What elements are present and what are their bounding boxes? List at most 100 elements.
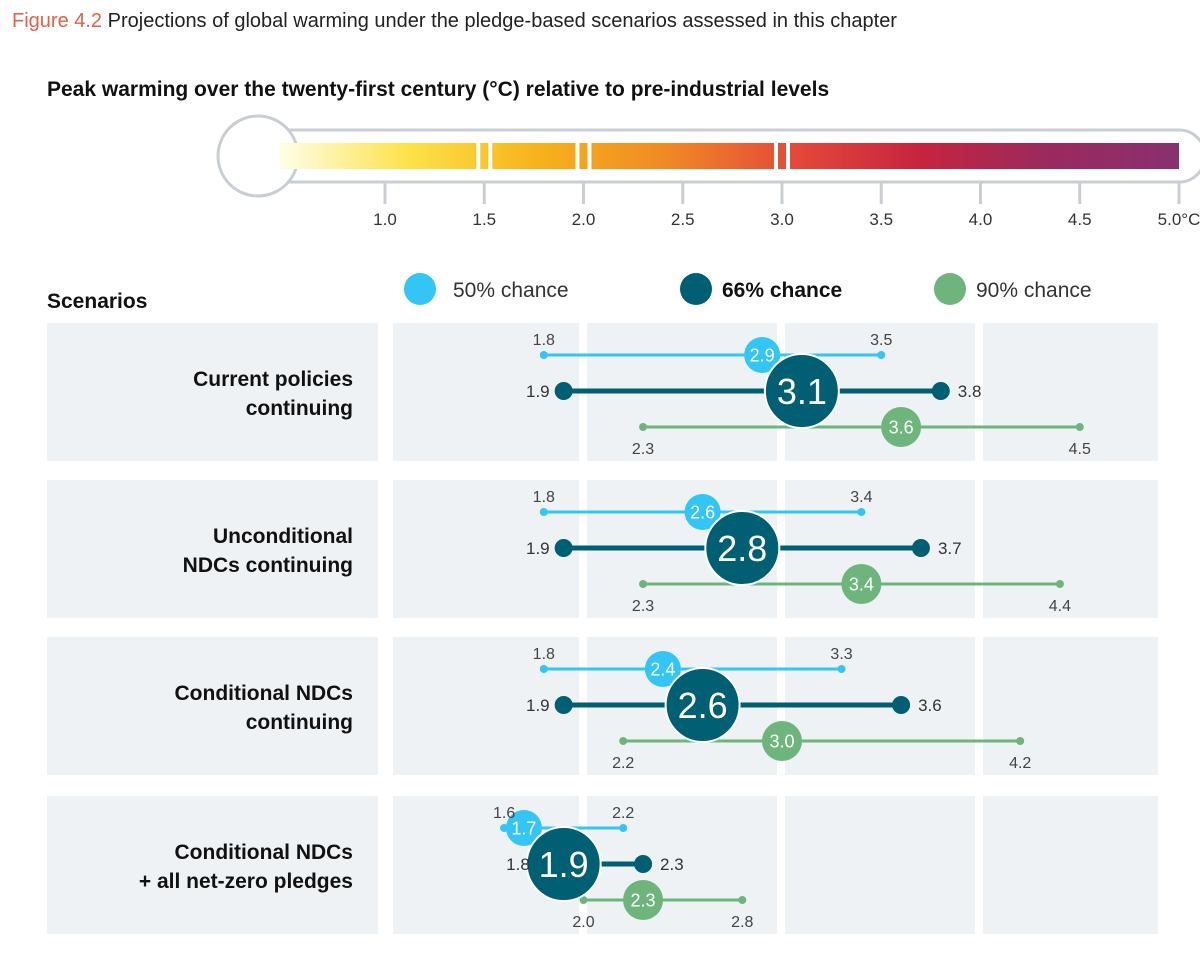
thermometer-tick-label: 4.0 xyxy=(969,210,993,229)
low-label-p90: 2.3 xyxy=(632,598,654,615)
panel-cell xyxy=(393,480,579,618)
range-high-dot-p50 xyxy=(619,824,628,832)
thermometer-separator xyxy=(488,143,493,169)
thermometer: 1.0 1.5 2.0 2.5 3.0 3.5 4.0 4.5 5.0°C xyxy=(216,114,1200,229)
thermometer-separator xyxy=(575,143,580,169)
low-label-p90: 2.0 xyxy=(572,914,594,931)
high-label-p50: 2.2 xyxy=(612,805,634,822)
low-label-p90: 2.2 xyxy=(612,755,634,772)
panel-cell xyxy=(983,637,1158,775)
high-label-p66: 3.8 xyxy=(958,382,982,401)
high-label-p66: 3.6 xyxy=(918,696,942,715)
legend-p90-swatch xyxy=(934,273,966,305)
range-low-dot-p90 xyxy=(639,580,648,588)
panel-cell xyxy=(393,323,579,461)
low-label-p50: 1.8 xyxy=(533,489,555,506)
legend-p66-label: 66% chance xyxy=(722,279,842,302)
figure-title-text: Projections of global warming under the … xyxy=(107,10,897,32)
thermometer-tick-label: 4.5 xyxy=(1068,210,1092,229)
figure-title: Figure 4.2 Projections of global warming… xyxy=(12,10,897,33)
legend-p50-swatch xyxy=(404,273,436,305)
scenario-panel: Conditional NDCs + all net-zero pledges 1.… xyxy=(47,796,1158,934)
thermometer-tick-label: 2.0 xyxy=(572,210,596,229)
high-label-p90: 4.4 xyxy=(1049,598,1071,615)
thermometer-separator xyxy=(774,143,778,169)
low-label-p90: 2.3 xyxy=(632,441,654,458)
range-high-dot-p66 xyxy=(892,696,911,714)
panel-cell xyxy=(47,480,378,618)
thermometer-tick-label: 1.0 xyxy=(373,210,397,229)
scenario-panel: Current policies continuing 2.9 1.8 3.5 3.6 2.… xyxy=(47,323,1158,461)
thermometer-tick-label: 3.0 xyxy=(770,210,794,229)
legend-p50-label: 50% chance xyxy=(453,279,569,302)
legend: 50% chance 66% chance 90% chance xyxy=(404,273,1092,305)
range-high-dot-p90 xyxy=(1075,423,1084,431)
central-dot-p90 xyxy=(762,721,802,761)
central-label-p50: 2.9 xyxy=(750,345,775,365)
scenario-label: continuing xyxy=(246,711,353,734)
central-label-p50: 2.4 xyxy=(650,659,675,679)
thermometer-tick-label: 2.5 xyxy=(671,210,695,229)
low-label-p66: 1.8 xyxy=(506,855,530,874)
panel-cell xyxy=(785,796,975,934)
central-dot-p50 xyxy=(644,651,681,687)
panel-cell xyxy=(983,323,1158,461)
thermometer-separator xyxy=(476,143,481,169)
panel-cell xyxy=(393,637,579,775)
thermometer-separator xyxy=(587,143,592,169)
range-high-dot-p66 xyxy=(931,382,950,400)
central-label-p66: 2.8 xyxy=(717,528,767,569)
range-low-dot-p50 xyxy=(539,508,548,516)
low-label-p50: 1.6 xyxy=(493,805,515,822)
scenario-label: NDCs continuing xyxy=(183,554,353,577)
figure-number: Figure 4.2 xyxy=(12,10,103,32)
thermometer-title: Peak warming over the twenty-first centu… xyxy=(47,78,830,101)
panel-cell xyxy=(47,796,378,934)
low-label-p66: 1.9 xyxy=(526,382,550,401)
range-low-dot-p50 xyxy=(539,665,548,673)
scenarios-heading: Scenarios xyxy=(47,290,148,313)
low-label-p66: 1.9 xyxy=(526,539,550,558)
scenario-panels: Current policies continuing 2.9 1.8 3.5 3.6 2.… xyxy=(47,323,1158,934)
range-high-dot-p50 xyxy=(877,351,886,359)
range-high-dot-p50 xyxy=(857,508,866,516)
central-label-p90: 2.3 xyxy=(631,890,656,910)
range-high-dot-p66 xyxy=(911,539,930,557)
central-label-p90: 3.4 xyxy=(849,574,874,594)
thermometer-fill xyxy=(280,143,1179,169)
low-label-p66: 1.9 xyxy=(526,696,550,715)
thermometer-tick-label: 5.0°C xyxy=(1158,210,1200,229)
thermometer-tick-label: 3.5 xyxy=(869,210,893,229)
central-label-p50: 1.7 xyxy=(511,818,536,838)
high-label-p66: 3.7 xyxy=(938,539,962,558)
central-dot-p66 xyxy=(525,826,602,902)
panel-cell xyxy=(983,480,1158,618)
scenario-label: Unconditional xyxy=(213,525,353,548)
panel-cell xyxy=(47,637,378,775)
central-dot-p66 xyxy=(704,510,781,586)
scenario-label: continuing xyxy=(246,397,353,420)
central-dot-p50 xyxy=(505,810,542,846)
scenario-label: Conditional NDCs xyxy=(175,841,354,864)
range-high-dot-p90 xyxy=(1016,737,1025,745)
range-low-dot-p90 xyxy=(639,423,648,431)
thermometer-tick-label: 1.5 xyxy=(472,210,496,229)
high-label-p90: 4.5 xyxy=(1069,441,1091,458)
scenario-label: + all net-zero pledges xyxy=(139,870,353,893)
central-dot-p66 xyxy=(763,353,840,429)
range-low-dot-p90 xyxy=(619,737,628,745)
central-label-p66: 1.9 xyxy=(539,844,589,885)
range-high-dot-p90 xyxy=(738,896,747,904)
range-low-dot-p50 xyxy=(539,351,548,359)
central-label-p66: 2.6 xyxy=(678,685,728,726)
central-dot-p50 xyxy=(684,494,721,530)
central-dot-p66 xyxy=(664,667,741,743)
central-label-p66: 3.1 xyxy=(777,371,827,412)
central-dot-p90 xyxy=(841,564,882,604)
panel-cell xyxy=(47,323,378,461)
central-label-p50: 2.6 xyxy=(690,502,715,522)
high-label-p50: 3.5 xyxy=(870,332,892,349)
central-dot-p90 xyxy=(881,407,922,447)
legend-p90-label: 90% chance xyxy=(976,279,1092,302)
high-label-p90: 4.2 xyxy=(1009,755,1031,772)
